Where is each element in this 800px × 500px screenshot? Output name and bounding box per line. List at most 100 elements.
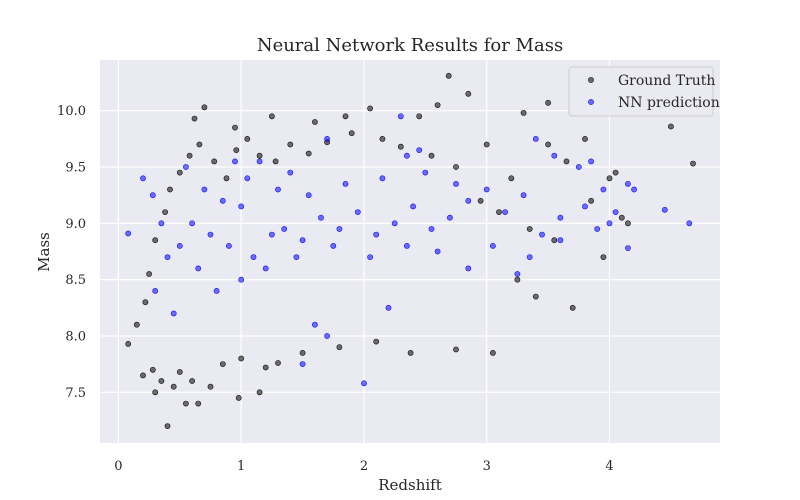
data-point xyxy=(238,203,245,210)
grid xyxy=(100,60,720,443)
data-point xyxy=(211,158,218,165)
data-point xyxy=(311,321,318,328)
data-point xyxy=(428,226,435,232)
data-point xyxy=(453,164,459,170)
data-point xyxy=(213,287,220,294)
data-point xyxy=(367,105,373,112)
data-point xyxy=(416,147,423,153)
x-tick-label: 0 xyxy=(114,459,122,474)
x-axis-label: Redshift xyxy=(378,476,442,494)
data-point xyxy=(125,340,132,347)
data-point xyxy=(668,123,674,130)
data-point xyxy=(465,90,472,97)
data-point xyxy=(563,158,570,165)
data-point xyxy=(268,231,275,238)
data-point xyxy=(232,158,238,165)
data-point xyxy=(483,186,490,193)
data-point xyxy=(520,192,527,199)
data-point xyxy=(275,360,281,366)
data-point xyxy=(170,383,177,390)
data-point xyxy=(176,369,183,375)
data-point xyxy=(385,304,392,311)
data-point xyxy=(403,242,410,249)
data-point xyxy=(164,254,171,260)
data-point xyxy=(489,242,496,249)
legend-marker-ground-truth xyxy=(588,77,594,83)
data-point xyxy=(618,214,625,221)
data-point xyxy=(318,214,324,221)
data-point xyxy=(416,113,423,120)
data-point xyxy=(158,220,165,227)
data-point xyxy=(354,209,361,215)
data-point xyxy=(196,141,203,148)
data-point xyxy=(551,237,558,244)
data-point xyxy=(465,197,472,204)
series-ground-truth xyxy=(125,72,696,429)
data-point xyxy=(557,237,564,244)
data-point xyxy=(453,180,459,187)
data-point xyxy=(281,226,288,232)
data-point xyxy=(311,119,318,125)
data-point xyxy=(189,220,195,227)
data-point xyxy=(686,220,693,227)
data-point xyxy=(397,113,404,120)
data-point xyxy=(195,265,202,272)
data-point xyxy=(526,254,533,260)
data-point xyxy=(162,209,168,215)
data-point xyxy=(256,158,263,165)
data-point xyxy=(625,180,631,187)
data-point xyxy=(238,276,245,283)
y-tick-label: 8.0 xyxy=(65,329,86,344)
x-tick-label: 2 xyxy=(360,459,368,474)
data-point xyxy=(158,378,165,384)
data-point xyxy=(146,271,152,277)
data-point xyxy=(379,175,386,182)
legend-box xyxy=(568,66,714,117)
data-point xyxy=(268,113,275,120)
data-point xyxy=(545,141,551,148)
data-point xyxy=(250,254,257,260)
y-tick-labels: 7.5 8.0 8.5 9.0 9.5 10.0 xyxy=(57,104,86,401)
y-tick-label: 9.0 xyxy=(65,217,86,232)
data-point xyxy=(140,372,146,379)
data-point xyxy=(551,152,558,159)
data-point xyxy=(256,152,263,159)
data-point xyxy=(410,203,416,210)
data-point xyxy=(201,104,208,111)
data-point xyxy=(272,158,279,165)
data-point xyxy=(201,186,208,193)
data-point xyxy=(232,124,238,131)
data-point xyxy=(244,175,251,182)
data-point xyxy=(219,197,226,204)
data-point xyxy=(195,400,202,407)
data-point xyxy=(256,389,263,396)
data-point xyxy=(532,293,539,300)
data-point xyxy=(569,304,576,311)
data-point xyxy=(514,271,521,277)
data-point xyxy=(142,299,149,306)
data-point xyxy=(606,220,613,227)
data-point xyxy=(275,186,281,193)
data-point xyxy=(612,209,619,215)
data-point xyxy=(287,169,294,176)
data-point xyxy=(582,203,588,210)
data-point xyxy=(149,366,156,373)
data-point xyxy=(244,135,251,142)
legend-label-nn-prediction: NN prediction xyxy=(618,95,720,111)
data-point xyxy=(600,254,607,260)
data-point xyxy=(453,346,459,353)
data-point xyxy=(299,237,306,244)
data-point xyxy=(191,115,198,122)
data-point xyxy=(489,349,496,356)
data-point xyxy=(176,242,183,249)
y-tick-label: 7.5 xyxy=(65,386,86,401)
y-tick-label: 9.5 xyxy=(65,161,86,176)
data-point xyxy=(293,254,300,260)
data-point xyxy=(219,361,226,367)
data-point xyxy=(152,237,159,244)
data-point xyxy=(588,158,594,165)
data-point xyxy=(690,160,696,167)
data-point xyxy=(262,265,269,272)
data-point xyxy=(299,349,306,356)
